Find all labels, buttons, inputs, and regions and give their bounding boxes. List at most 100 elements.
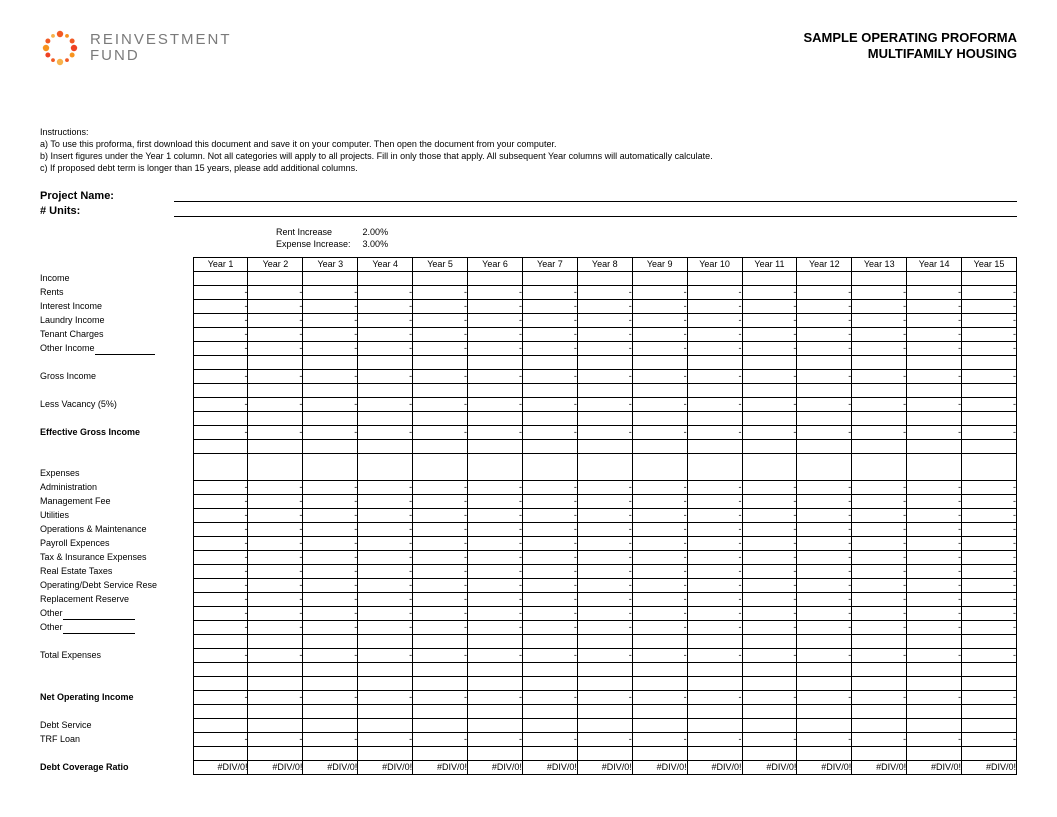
table-cell [852, 467, 907, 481]
table-cell: - [797, 494, 852, 508]
table-cell: - [852, 550, 907, 564]
fill-line [63, 624, 135, 634]
column-header: Year 5 [413, 257, 468, 271]
table-row: Other--------------- [40, 606, 1017, 620]
instructions-c: c) If proposed debt term is longer than … [40, 162, 1017, 174]
table-cell: - [248, 550, 303, 564]
table-cell: - [742, 397, 797, 411]
table-cell: - [797, 564, 852, 578]
table-cell: - [303, 508, 358, 522]
table-cell: - [468, 369, 523, 383]
table-cell: - [907, 299, 962, 313]
table-cell [468, 271, 523, 285]
table-cell: - [907, 397, 962, 411]
table-cell: - [907, 648, 962, 662]
table-cell: - [303, 606, 358, 620]
table-cell: - [413, 285, 468, 299]
table-cell [577, 453, 632, 467]
table-cell [907, 439, 962, 453]
table-cell: - [797, 313, 852, 327]
table-cell: - [577, 578, 632, 592]
table-cell [193, 355, 248, 369]
table-cell: - [687, 578, 742, 592]
table-cell: - [413, 327, 468, 341]
table-cell [962, 676, 1017, 690]
table-cell [413, 676, 468, 690]
table-cell: - [413, 508, 468, 522]
row-label: Debt Service [40, 718, 193, 732]
table-cell: - [522, 564, 577, 578]
table-cell: - [193, 299, 248, 313]
table-cell [577, 355, 632, 369]
table-cell [852, 704, 907, 718]
table-cell: - [522, 620, 577, 634]
table-row [40, 746, 1017, 760]
table-cell [193, 439, 248, 453]
table-cell: - [632, 397, 687, 411]
logo-line1: REINVESTMENT [90, 32, 232, 49]
table-cell: - [797, 327, 852, 341]
table-cell: - [797, 522, 852, 536]
header: REINVESTMENT FUND SAMPLE OPERATING PROFO… [40, 28, 1017, 92]
instructions-a: a) To use this proforma, first download … [40, 138, 1017, 150]
table-cell: - [413, 369, 468, 383]
document-title: SAMPLE OPERATING PROFORMA MULTIFAMILY HO… [803, 28, 1017, 63]
table-cell: - [577, 620, 632, 634]
row-label: Utilities [40, 508, 193, 522]
table-cell: - [962, 327, 1017, 341]
table-cell [358, 662, 413, 676]
table-cell [577, 634, 632, 648]
table-cell: - [907, 341, 962, 355]
table-cell: - [248, 536, 303, 550]
table-cell [907, 271, 962, 285]
table-cell: - [522, 369, 577, 383]
table-cell: - [852, 369, 907, 383]
table-cell: - [907, 620, 962, 634]
table-cell [797, 467, 852, 481]
table-cell: - [907, 564, 962, 578]
table-cell: - [358, 690, 413, 704]
table-cell [522, 355, 577, 369]
table-cell: #DIV/0! [907, 760, 962, 774]
table-cell [907, 746, 962, 760]
table-cell [962, 439, 1017, 453]
table-cell [358, 453, 413, 467]
table-cell: - [632, 690, 687, 704]
table-row [40, 439, 1017, 453]
units-label: # Units: [40, 205, 174, 217]
table-cell [907, 411, 962, 425]
row-label [40, 383, 193, 397]
row-label: Effective Gross Income [40, 425, 193, 439]
table-row: Tax & Insurance Expenses--------------- [40, 550, 1017, 564]
table-cell: - [797, 550, 852, 564]
table-cell [248, 662, 303, 676]
table-cell: - [797, 578, 852, 592]
table-cell [358, 676, 413, 690]
table-cell: - [522, 425, 577, 439]
table-cell: - [742, 536, 797, 550]
table-cell [742, 676, 797, 690]
table-cell: - [632, 341, 687, 355]
table-cell [468, 718, 523, 732]
table-cell [962, 383, 1017, 397]
table-cell: #DIV/0! [577, 760, 632, 774]
table-cell: #DIV/0! [962, 760, 1017, 774]
table-cell [632, 634, 687, 648]
table-cell: - [742, 522, 797, 536]
table-cell: - [248, 648, 303, 662]
table-cell [687, 704, 742, 718]
table-cell: - [248, 522, 303, 536]
table-cell [962, 411, 1017, 425]
table-cell: - [742, 285, 797, 299]
table-cell: - [193, 592, 248, 606]
table-cell: - [577, 550, 632, 564]
table-cell: #DIV/0! [413, 760, 468, 774]
table-cell: - [413, 536, 468, 550]
table-cell: - [248, 480, 303, 494]
row-label: Tax & Insurance Expenses [40, 550, 193, 564]
table-cell [358, 439, 413, 453]
column-header: Year 6 [468, 257, 523, 271]
table-cell: - [468, 425, 523, 439]
table-cell: - [193, 397, 248, 411]
table-cell: - [303, 425, 358, 439]
